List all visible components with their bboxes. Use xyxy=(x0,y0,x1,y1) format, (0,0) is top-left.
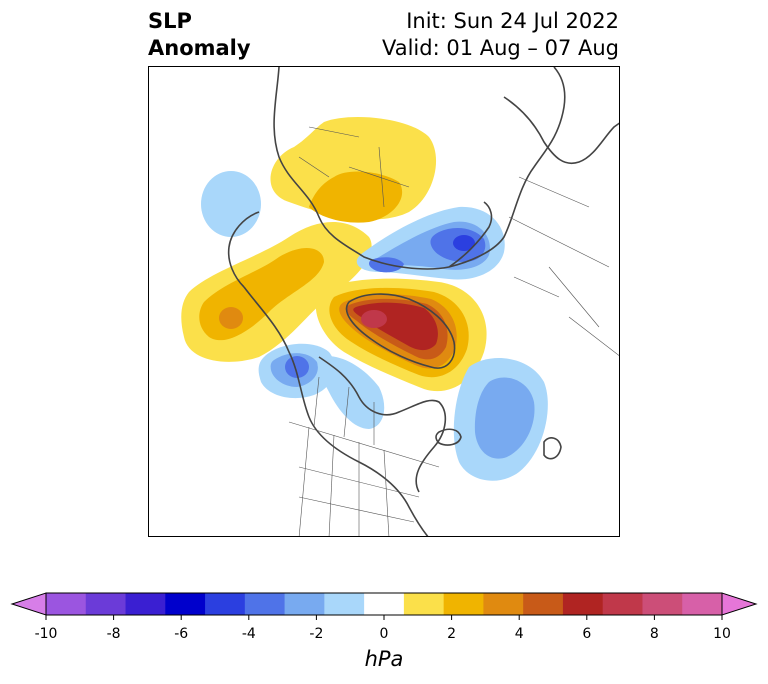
colorbar-tick-label: -8 xyxy=(106,626,121,642)
colorbar-segment xyxy=(562,593,604,615)
colorbar-segment xyxy=(244,593,286,615)
colorbar-tick-label: 0 xyxy=(379,626,389,642)
colorbar-segment xyxy=(165,593,206,615)
colorbar-segment xyxy=(642,593,683,615)
colorbar-segment xyxy=(46,593,87,615)
colorbar-tick-label: 10 xyxy=(713,626,731,642)
coastlines xyxy=(227,67,619,536)
colorbar-tick-label: 6 xyxy=(582,626,592,642)
colorbar-tick-marks xyxy=(45,615,723,620)
colorbar-segment xyxy=(443,593,484,615)
positive-anomaly-shading xyxy=(181,117,487,392)
colorbar-segment xyxy=(125,593,166,615)
colorbar-extend-min xyxy=(10,592,47,616)
colorbar-tick-label: -6 xyxy=(174,626,189,642)
colorbar-segment xyxy=(284,593,325,615)
colorbar-unit-label: hPa xyxy=(364,647,404,671)
title-line-1: SLP xyxy=(148,9,192,33)
colorbar-segment xyxy=(403,593,445,615)
colorbar-segment xyxy=(324,593,365,615)
colorbar-tick-label: -4 xyxy=(241,626,256,642)
colorbar-tick-label: 4 xyxy=(514,626,524,642)
map-title: SLP Anomaly xyxy=(148,8,251,62)
valid-dates: Valid: 01 Aug – 07 Aug xyxy=(381,36,619,60)
colorbar-segment xyxy=(682,593,723,615)
colorbar-segment xyxy=(85,593,127,615)
map-canvas xyxy=(181,67,619,536)
colorbar-tick-label: -2 xyxy=(309,626,324,642)
title-line-2: Anomaly xyxy=(148,36,251,60)
init-date: Init: Sun 24 Jul 2022 xyxy=(406,9,619,33)
colorbar-segment xyxy=(602,593,643,615)
colorbar-segments xyxy=(10,592,758,616)
colorbar-tick-label: -10 xyxy=(34,626,58,642)
colorbar-tick-label: 2 xyxy=(447,626,457,642)
colorbar-tick-label: 8 xyxy=(649,626,659,642)
colorbar xyxy=(10,592,758,620)
political-borders xyxy=(288,126,619,536)
colorbar-segment xyxy=(364,593,405,615)
colorbar-segment xyxy=(205,593,246,615)
map-panel xyxy=(148,66,620,537)
colorbar-segment xyxy=(523,593,564,615)
forecast-dates: Init: Sun 24 Jul 2022 Valid: 01 Aug – 07… xyxy=(382,8,619,62)
colorbar-extend-max xyxy=(721,592,758,616)
colorbar-segment xyxy=(483,593,524,615)
